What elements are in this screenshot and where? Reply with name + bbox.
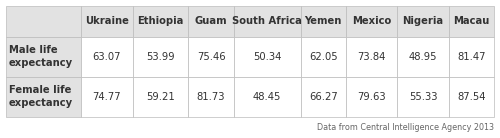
Text: Ethiopia: Ethiopia xyxy=(138,16,184,26)
Text: Nigeria: Nigeria xyxy=(402,16,444,26)
Bar xyxy=(346,77,398,117)
Text: 66.27: 66.27 xyxy=(309,92,338,102)
Text: 63.07: 63.07 xyxy=(92,52,121,62)
Text: Data from Central Intelligence Agency 2013: Data from Central Intelligence Agency 20… xyxy=(317,123,494,132)
Text: 81.73: 81.73 xyxy=(197,92,226,102)
Bar xyxy=(398,77,448,117)
Bar xyxy=(234,77,300,117)
Bar xyxy=(300,6,346,37)
Bar xyxy=(448,37,494,77)
Bar xyxy=(234,37,300,77)
Text: 79.63: 79.63 xyxy=(358,92,386,102)
Bar xyxy=(398,6,448,37)
Bar xyxy=(188,6,234,37)
Bar xyxy=(234,6,300,37)
Text: South Africa: South Africa xyxy=(232,16,302,26)
Text: Ukraine: Ukraine xyxy=(84,16,128,26)
Bar xyxy=(188,77,234,117)
Text: 53.99: 53.99 xyxy=(146,52,175,62)
Text: 62.05: 62.05 xyxy=(309,52,338,62)
Text: 48.95: 48.95 xyxy=(408,52,437,62)
Bar xyxy=(346,6,398,37)
Bar xyxy=(80,6,132,37)
Bar xyxy=(188,37,234,77)
Bar xyxy=(132,77,188,117)
Text: 55.33: 55.33 xyxy=(408,92,437,102)
Bar xyxy=(6,6,80,37)
Text: Mexico: Mexico xyxy=(352,16,391,26)
Bar xyxy=(346,37,398,77)
Bar xyxy=(132,37,188,77)
Text: Yemen: Yemen xyxy=(304,16,342,26)
Text: 87.54: 87.54 xyxy=(457,92,486,102)
Text: 50.34: 50.34 xyxy=(253,52,282,62)
Text: Guam: Guam xyxy=(194,16,228,26)
Text: Macau: Macau xyxy=(453,16,490,26)
Text: 74.77: 74.77 xyxy=(92,92,121,102)
Bar xyxy=(80,37,132,77)
Text: 73.84: 73.84 xyxy=(358,52,386,62)
Bar xyxy=(6,37,80,77)
Text: 48.45: 48.45 xyxy=(253,92,282,102)
Text: 81.47: 81.47 xyxy=(457,52,486,62)
Text: 59.21: 59.21 xyxy=(146,92,175,102)
Bar xyxy=(132,6,188,37)
Bar xyxy=(448,6,494,37)
Text: Female life
expectancy: Female life expectancy xyxy=(9,85,73,108)
Bar xyxy=(6,77,80,117)
Bar xyxy=(300,37,346,77)
Text: Male life
expectancy: Male life expectancy xyxy=(9,45,73,68)
Bar xyxy=(448,77,494,117)
Text: 75.46: 75.46 xyxy=(196,52,226,62)
Bar xyxy=(80,77,132,117)
Bar xyxy=(398,37,448,77)
Bar xyxy=(300,77,346,117)
